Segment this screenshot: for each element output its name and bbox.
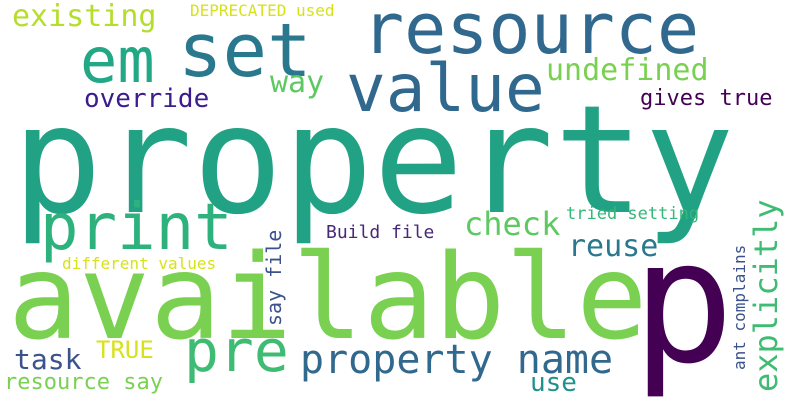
word-gives-true: gives true [640,86,773,111]
word-set: set [178,8,312,94]
word-true-caps: TRUE [96,336,154,364]
word-property-name: property name [300,337,614,383]
word-em: em [80,24,155,97]
word-tried-setting: tried setting [566,204,700,224]
word-property: property [12,74,735,248]
word-existing: existing [12,0,157,34]
word-say-file: say file [262,229,286,326]
word-reuse: reuse [568,229,659,264]
word-build-file: Build file [326,222,435,243]
word-resource: resource [362,0,700,70]
word-check: check [464,205,561,243]
word-p: p [632,204,735,400]
word-resource-say: resource say [4,370,163,395]
word-way: way [270,65,325,100]
word-available: available [8,228,648,366]
word-ant-complains: ant complains [730,244,749,370]
word-use: use [530,368,577,398]
word-undefined: undefined [546,53,709,88]
word-override: override [84,84,210,114]
word-value: value [346,50,545,127]
word-print: print [40,191,233,265]
word-different-values: different values [62,254,217,273]
word-task: task [14,343,82,376]
word-explicitly: explicitly [747,199,785,392]
word-pre: pre [184,317,289,385]
word-deprecated-used: DEPRECATED used [190,1,335,20]
